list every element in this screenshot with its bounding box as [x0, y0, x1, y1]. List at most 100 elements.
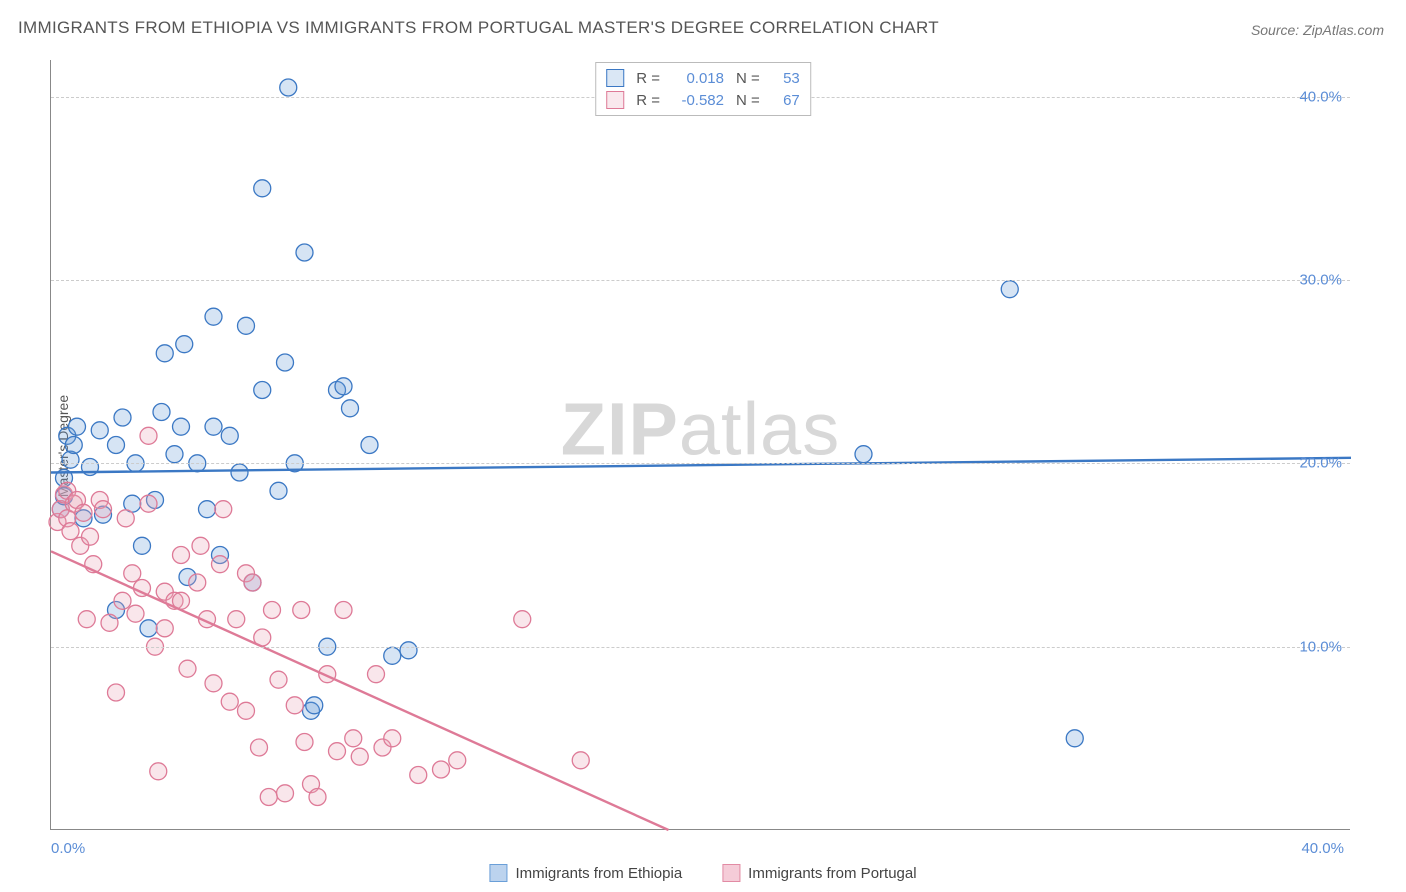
data-point: [78, 611, 95, 628]
gridline: [51, 463, 1350, 464]
data-point: [117, 510, 134, 527]
trend-line: [51, 458, 1351, 473]
legend-n-value: 53: [772, 70, 800, 87]
legend-swatch: [606, 69, 624, 87]
data-point: [335, 602, 352, 619]
source-label: Source: ZipAtlas.com: [1251, 22, 1384, 38]
data-point: [855, 446, 872, 463]
data-point: [384, 647, 401, 664]
data-point: [345, 730, 362, 747]
legend-r-prefix: R =: [636, 70, 660, 87]
data-point: [91, 422, 108, 439]
data-point: [221, 693, 238, 710]
data-point: [368, 666, 385, 683]
y-tick-label: 20.0%: [1299, 455, 1342, 472]
data-point: [114, 592, 131, 609]
series-legend: Immigrants from Ethiopia Immigrants from …: [489, 864, 916, 882]
data-point: [65, 437, 82, 454]
legend-swatch: [606, 91, 624, 109]
data-point: [514, 611, 531, 628]
data-point: [251, 739, 268, 756]
data-point: [140, 427, 157, 444]
data-point: [270, 671, 287, 688]
data-point: [69, 418, 86, 435]
data-point: [205, 675, 222, 692]
legend-r-value: 0.018: [672, 70, 724, 87]
data-point: [254, 382, 271, 399]
data-point: [101, 614, 118, 631]
data-point: [173, 418, 190, 435]
data-point: [260, 789, 277, 806]
data-point: [95, 501, 112, 518]
data-point: [189, 574, 206, 591]
data-point: [205, 418, 222, 435]
data-point: [82, 528, 99, 545]
legend-n-prefix: N =: [736, 70, 760, 87]
data-point: [238, 702, 255, 719]
series-legend-item: Immigrants from Portugal: [722, 864, 916, 882]
chart-title: IMMIGRANTS FROM ETHIOPIA VS IMMIGRANTS F…: [18, 18, 939, 38]
gridline: [51, 280, 1350, 281]
trend-line: [51, 551, 669, 830]
data-point: [433, 761, 450, 778]
data-point: [179, 660, 196, 677]
data-point: [173, 547, 190, 564]
legend-n-prefix: N =: [736, 92, 760, 109]
data-point: [270, 482, 287, 499]
data-point: [192, 537, 209, 554]
data-point: [199, 501, 216, 518]
legend-r-prefix: R =: [636, 92, 660, 109]
data-point: [286, 697, 303, 714]
data-point: [244, 574, 261, 591]
series-legend-label: Immigrants from Ethiopia: [515, 865, 682, 882]
data-point: [280, 79, 297, 96]
data-point: [361, 437, 378, 454]
data-point: [231, 464, 248, 481]
data-point: [1066, 730, 1083, 747]
data-point: [108, 684, 125, 701]
data-point: [306, 697, 323, 714]
data-point: [277, 354, 294, 371]
legend-n-value: 67: [772, 92, 800, 109]
data-point: [140, 495, 157, 512]
data-point: [293, 602, 310, 619]
data-point: [124, 565, 141, 582]
data-point: [212, 556, 229, 573]
data-point: [75, 504, 92, 521]
data-point: [254, 180, 271, 197]
data-point: [351, 748, 368, 765]
y-tick-label: 10.0%: [1299, 638, 1342, 655]
data-point: [127, 605, 144, 622]
correlation-legend: R = 0.018 N = 53 R = -0.582 N = 67: [595, 62, 811, 116]
data-point: [277, 785, 294, 802]
data-point: [215, 501, 232, 518]
legend-swatch: [489, 864, 507, 882]
scatter-svg: [51, 60, 1350, 829]
data-point: [329, 743, 346, 760]
data-point: [400, 642, 417, 659]
legend-r-value: -0.582: [672, 92, 724, 109]
data-point: [1001, 281, 1018, 298]
legend-swatch: [722, 864, 740, 882]
x-tick-label: 0.0%: [51, 840, 85, 857]
data-point: [176, 336, 193, 353]
chart-plot-area: ZIPatlas 10.0%20.0%30.0%40.0%0.0%40.0%: [50, 60, 1350, 830]
series-legend-label: Immigrants from Portugal: [748, 865, 916, 882]
data-point: [108, 437, 125, 454]
data-point: [296, 734, 313, 751]
x-tick-label: 40.0%: [1301, 840, 1344, 857]
data-point: [296, 244, 313, 261]
data-point: [384, 730, 401, 747]
data-point: [228, 611, 245, 628]
y-tick-label: 40.0%: [1299, 88, 1342, 105]
data-point: [342, 400, 359, 417]
data-point: [150, 763, 167, 780]
legend-row: R = 0.018 N = 53: [606, 67, 800, 89]
data-point: [140, 620, 157, 637]
data-point: [114, 409, 131, 426]
data-point: [264, 602, 281, 619]
data-point: [221, 427, 238, 444]
data-point: [156, 620, 173, 637]
data-point: [238, 317, 255, 334]
data-point: [410, 767, 427, 784]
